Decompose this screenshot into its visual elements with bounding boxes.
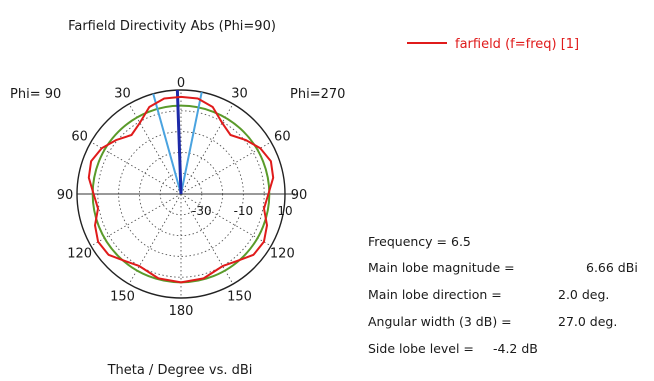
radial-tick-label: 10: [277, 204, 292, 218]
main-lobe-direction-value: 2.0 deg.: [558, 287, 610, 302]
main-lobe-direction-label: Main lobe direction =: [368, 287, 502, 302]
outer-ring: [76, 89, 286, 299]
main-lobe-magnitude-label: Main lobe magnitude =: [368, 260, 515, 275]
series-line-0: [87, 95, 275, 284]
chart-title: Farfield Directivity Abs (Phi=90): [68, 19, 276, 34]
beamwidth-boundary-line: [180, 91, 203, 195]
phi-right-label: Phi=270: [290, 87, 345, 102]
grid-spoke: [128, 193, 182, 285]
angular-width-label: Angular width (3 dB) =: [368, 314, 512, 329]
radial-tick-label: -30: [192, 204, 212, 218]
grid-spoke: [90, 141, 182, 195]
grid-spoke: [180, 193, 272, 247]
side-lobe-value: -4.2 dB: [493, 341, 538, 356]
grid-spoke: [180, 193, 234, 285]
main-lobe-magnitude-value: 6.66 dBi: [586, 260, 638, 275]
angle-tick-label: 120: [67, 247, 92, 262]
beamwidth-boundary-line: [152, 93, 182, 195]
angle-tick-label: 150: [227, 289, 252, 304]
angle-tick-label: 60: [274, 130, 291, 145]
legend-entry: farfield (f=freq) [1]: [455, 37, 579, 52]
polar-labels: 0 30 60 90 120 150 180 150 120 90 60 30 -30 -10 10: [57, 76, 308, 319]
angle-tick-label: 30: [231, 87, 248, 102]
angle-tick-label: 60: [71, 130, 88, 145]
grid-spoke: [180, 103, 234, 195]
phi-left-label: Phi= 90: [10, 87, 61, 102]
angle-tick-label: 0: [177, 76, 185, 91]
angle-tick-label: 90: [57, 188, 74, 203]
x-axis-label: Theta / Degree vs. dBi: [107, 363, 253, 378]
angle-tick-label: 120: [270, 247, 295, 262]
radial-tick-label: -10: [234, 204, 254, 218]
grid-spoke: [180, 141, 272, 195]
frequency-label: Frequency = 6.5: [368, 234, 471, 249]
main-lobe-direction-line: [175, 90, 183, 195]
side-lobe-label: Side lobe level =: [368, 341, 474, 356]
angular-width-value: 27.0 deg.: [558, 314, 618, 329]
angle-tick-label: 150: [110, 289, 135, 304]
angle-tick-label: 30: [114, 87, 131, 102]
angle-tick-label: 180: [169, 304, 194, 319]
grid-spoke: [90, 193, 182, 247]
angle-tick-label: 90: [291, 188, 308, 203]
grid-spoke: [128, 103, 182, 195]
polar-grid: [76, 89, 295, 299]
polar-marks: [87, 90, 275, 284]
